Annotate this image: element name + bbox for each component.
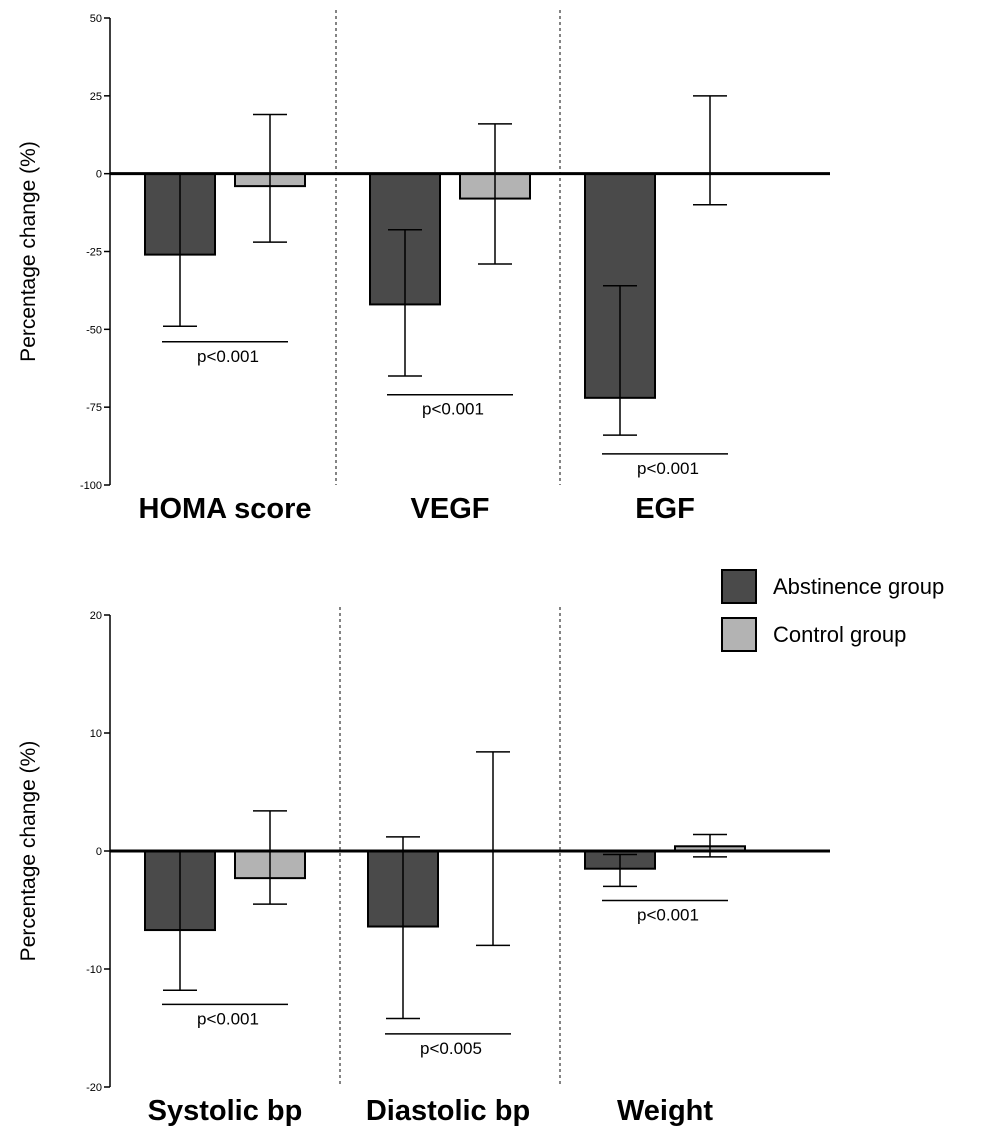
y-tick-label: -100: [80, 480, 102, 492]
legend-label-control: Control group: [773, 622, 906, 647]
category-label: Weight: [617, 1095, 713, 1127]
p-value-label: p<0.005: [420, 1039, 482, 1058]
y-tick-label: 0: [96, 169, 102, 181]
category-label: Systolic bp: [148, 1095, 303, 1127]
y-tick-label: -20: [86, 1082, 102, 1094]
top-chart-panel: 50 25 0 -25 -50 -75 -100 Percentage change (%) H…: [17, 10, 830, 525]
legend-label-abstinence: Abstinence group: [773, 574, 944, 599]
y-tick-label: -50: [86, 324, 102, 336]
y-tick-label: 50: [90, 13, 102, 25]
y-axis-title: Percentage change (%): [17, 741, 40, 962]
p-value-label: p<0.001: [197, 347, 259, 366]
legend-swatch-abstinence: [721, 569, 757, 604]
category-label: HOMA score: [139, 493, 312, 525]
category-label: Diastolic bp: [366, 1095, 530, 1127]
p-value-label: p<0.001: [422, 400, 484, 419]
bottom-chart-panel: 20 10 0 -10 -20 Percentage change (%) Systolic…: [17, 607, 830, 1127]
y-tick-label: 25: [90, 91, 102, 103]
y-tick-label: 0: [96, 846, 102, 858]
y-axis-title: Percentage change (%): [17, 141, 40, 362]
y-tick-label: -25: [86, 247, 102, 259]
legend: Abstinence group Control group: [721, 569, 944, 652]
y-tick-label: -75: [86, 402, 102, 414]
p-value-label: p<0.001: [197, 1009, 259, 1028]
category-label: VEGF: [411, 493, 490, 525]
p-value-label: p<0.001: [637, 906, 699, 925]
category-label: EGF: [635, 493, 695, 525]
y-tick-label: -10: [86, 964, 102, 976]
y-tick-label: 20: [90, 610, 102, 622]
p-value-label: p<0.001: [637, 459, 699, 478]
y-tick-label: 10: [90, 728, 102, 740]
legend-swatch-control: [721, 617, 757, 652]
